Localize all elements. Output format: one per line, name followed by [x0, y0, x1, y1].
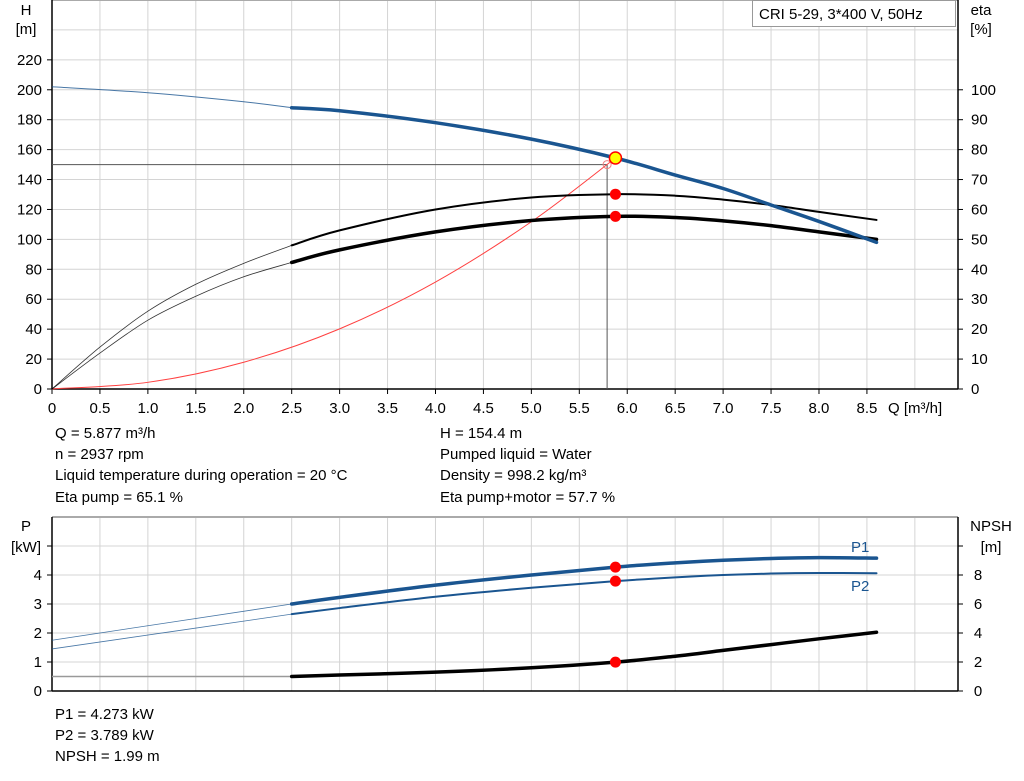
y2-tick-label: 0	[971, 381, 979, 398]
eta-pump-point	[609, 188, 621, 200]
x-tick-label: 6.0	[617, 400, 638, 417]
npsh-curve	[289, 630, 879, 679]
head-curve	[289, 105, 879, 245]
y-tick-label: 120	[17, 201, 42, 218]
info-npsh: NPSH = 1.99 m	[55, 748, 160, 765]
x-tick-label: 4.5	[473, 400, 494, 417]
y-tick-label: 4	[34, 567, 42, 584]
x-tick-label: 5.5	[569, 400, 590, 417]
y-tick-label: 3	[34, 596, 42, 613]
x-tick-label: 5.0	[521, 400, 542, 417]
p2-point	[609, 575, 621, 587]
x-tick-label: 1.0	[137, 400, 158, 417]
operating-point	[608, 151, 623, 165]
y-tick-label: 140	[17, 172, 42, 189]
y2-tick-label: 50	[971, 231, 988, 248]
npsh-point	[609, 656, 621, 668]
eta-pump-curve-extrapolated	[51, 244, 292, 390]
head-curve-extrapolated	[51, 86, 292, 109]
y2-tick-label: 8	[974, 567, 982, 584]
y-tick-label: 20	[25, 351, 42, 368]
p-axis-unit: [kW]	[11, 539, 41, 556]
y-tick-label: 2	[34, 625, 42, 642]
x-tick-label: 7.0	[713, 400, 734, 417]
y-axis-label: H	[21, 2, 32, 19]
info-p2: P2 = 3.789 kW	[55, 727, 154, 744]
x-tick-label: 0	[48, 400, 56, 417]
y-tick-label: 0	[34, 683, 42, 700]
y2-axis-unit: [%]	[970, 21, 992, 38]
y2-tick-label: 90	[971, 112, 988, 129]
p1-curve-extrapolated	[51, 603, 292, 641]
y-tick-label: 40	[25, 321, 42, 338]
x-tick-label: 2.0	[233, 400, 254, 417]
y-tick-label: 100	[17, 231, 42, 248]
y2-tick-label: 40	[971, 261, 988, 278]
y-tick-label: 80	[25, 261, 42, 278]
y2-tick-label: 2	[974, 654, 982, 671]
y2-axis-label: eta	[971, 2, 993, 19]
info-liquid: Pumped liquid = Water	[440, 446, 592, 463]
y-tick-label: 200	[17, 82, 42, 99]
y-tick-label: 1	[34, 654, 42, 671]
y2-tick-label: 20	[971, 321, 988, 338]
x-tick-label: 1.5	[185, 400, 206, 417]
y-tick-label: 180	[17, 112, 42, 129]
info-eta-pump: Eta pump = 65.1 %	[55, 489, 183, 506]
p1-point	[609, 561, 621, 573]
y-tick-label: 0	[34, 381, 42, 398]
p2-curve	[290, 571, 878, 616]
y2-tick-label: 100	[971, 82, 996, 99]
y2-tick-label: 80	[971, 142, 988, 159]
y-tick-label: 220	[17, 52, 42, 69]
y-tick-label: 160	[17, 142, 42, 159]
info-p1: P1 = 4.273 kW	[55, 706, 154, 723]
y-tick-label: 60	[25, 291, 42, 308]
x-axis-label: Q [m³/h]	[888, 400, 942, 417]
y2-tick-label: 4	[974, 625, 982, 642]
p1-label: P1	[851, 539, 869, 556]
npsh-axis-label: NPSH	[970, 518, 1012, 535]
p-axis-label: P	[21, 518, 31, 535]
eta-pump-curve	[290, 193, 878, 247]
x-tick-label: 4.0	[425, 400, 446, 417]
x-tick-label: 8.5	[856, 400, 877, 417]
info-q: Q = 5.877 m³/h	[55, 425, 156, 442]
y2-tick-label: 30	[971, 291, 988, 308]
info-eta-total: Eta pump+motor = 57.7 %	[440, 489, 616, 506]
eta-total-point	[609, 210, 621, 222]
info-h: H = 154.4 m	[440, 425, 523, 442]
info-n: n = 2937 rpm	[55, 446, 144, 463]
y2-tick-label: 70	[971, 172, 988, 189]
x-tick-label: 6.5	[665, 400, 686, 417]
x-tick-label: 0.5	[90, 400, 111, 417]
eta-total-curve-extrapolated	[51, 262, 292, 390]
y-axis-unit: [m]	[16, 21, 37, 38]
p1-curve	[289, 555, 879, 606]
x-tick-label: 8.0	[809, 400, 830, 417]
p2-label: P2	[851, 578, 869, 595]
y2-tick-label: 0	[974, 683, 982, 700]
y2-tick-label: 6	[974, 596, 982, 613]
info-temperature: Liquid temperature during operation = 20…	[55, 467, 348, 484]
x-tick-label: 3.5	[377, 400, 398, 417]
pump-model-label: CRI 5-29, 3*400 V, 50Hz	[752, 0, 956, 27]
x-tick-label: 2.5	[281, 400, 302, 417]
p2-curve-extrapolated	[51, 613, 292, 650]
y2-tick-label: 10	[971, 351, 988, 368]
x-tick-label: 7.5	[761, 400, 782, 417]
setpoint-marker	[602, 160, 612, 170]
info-density: Density = 998.2 kg/m³	[440, 467, 587, 484]
npsh-axis-unit: [m]	[981, 539, 1002, 556]
x-tick-label: 3.0	[329, 400, 350, 417]
eta-total-curve	[289, 214, 879, 265]
y2-tick-label: 60	[971, 201, 988, 218]
